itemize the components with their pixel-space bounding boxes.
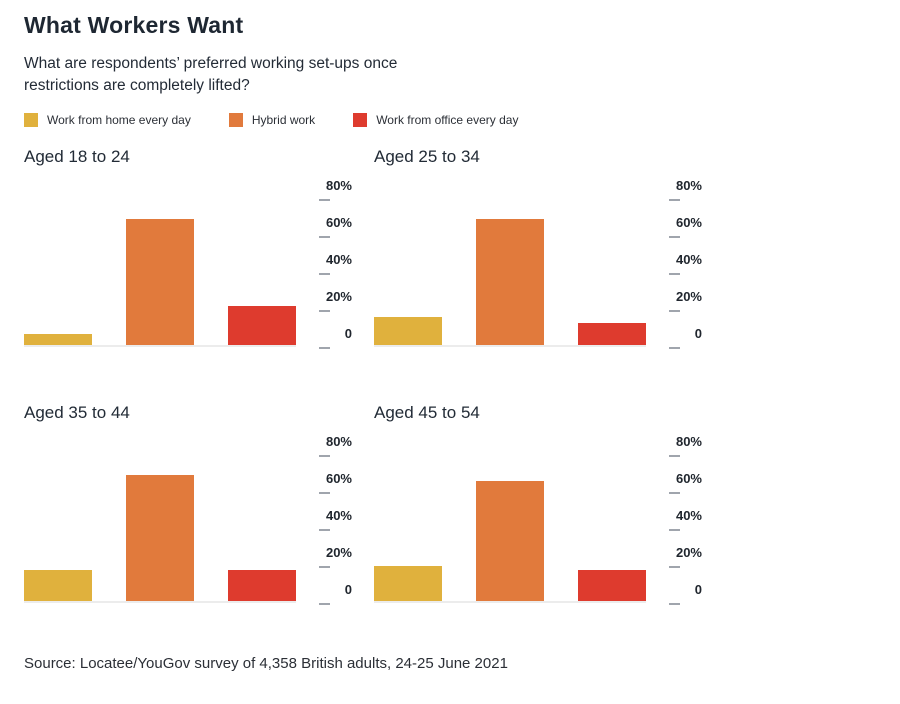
bar-work-from-office-every-day bbox=[228, 306, 296, 345]
bars-area bbox=[24, 177, 296, 347]
y-tick-dash bbox=[319, 236, 330, 238]
plot-area: 80% 60% 40% 20% 0 bbox=[374, 177, 702, 349]
chart-aged-25-to-34: Aged 25 to 34 80% 60% 40% 20% 0 bbox=[374, 147, 702, 349]
y-tick-label: 60% bbox=[675, 471, 702, 486]
bar-hybrid-work bbox=[476, 481, 544, 601]
bar-work-from-home-every-day bbox=[24, 570, 92, 601]
plot-area: 80% 60% 40% 20% 0 bbox=[24, 433, 352, 605]
y-tick-label: 40% bbox=[325, 508, 352, 523]
y-tick-label: 80% bbox=[325, 178, 352, 193]
bar-work-from-office-every-day bbox=[578, 570, 646, 601]
bars-area bbox=[374, 177, 646, 347]
legend-swatch-orange bbox=[228, 113, 243, 127]
chart-title: Aged 18 to 24 bbox=[24, 147, 130, 166]
legend-label: Work from home every day bbox=[47, 113, 191, 127]
chart-title: Aged 35 to 44 bbox=[24, 403, 130, 422]
legend-item-work-from-home: Work from home every day bbox=[24, 113, 191, 127]
y-tick-label: 20% bbox=[675, 289, 702, 304]
y-axis: 80% 60% 40% 20% 0 bbox=[304, 433, 352, 605]
y-tick-dash bbox=[669, 529, 680, 531]
y-tick-label: 60% bbox=[325, 471, 352, 486]
chart-title: Aged 45 to 54 bbox=[374, 403, 480, 422]
y-tick-label: 0 bbox=[344, 582, 352, 597]
chart-legend: Work from home every day Hybrid work Wor… bbox=[24, 113, 876, 127]
y-tick-label: 40% bbox=[675, 252, 702, 267]
y-tick-dash bbox=[669, 347, 680, 349]
y-tick-label: 20% bbox=[675, 545, 702, 560]
y-tick-label: 0 bbox=[344, 326, 352, 341]
legend-swatch-yellow bbox=[24, 113, 38, 127]
legend-label: Work from office every day bbox=[376, 113, 519, 127]
y-tick-label: 80% bbox=[675, 434, 702, 449]
y-tick-dash bbox=[319, 199, 330, 201]
y-axis: 80% 60% 40% 20% 0 bbox=[654, 433, 702, 605]
page-title: What Workers Want bbox=[24, 12, 244, 38]
bar-work-from-office-every-day bbox=[578, 323, 646, 345]
y-tick-dash bbox=[319, 492, 330, 494]
page-subtitle: What are respondents’ preferred working … bbox=[24, 55, 398, 94]
y-tick-dash bbox=[669, 603, 680, 605]
y-tick-label: 40% bbox=[675, 508, 702, 523]
y-tick-label: 60% bbox=[675, 215, 702, 230]
legend-swatch-red bbox=[353, 113, 368, 127]
bar-work-from-home-every-day bbox=[374, 317, 442, 345]
y-tick-dash bbox=[319, 310, 330, 312]
chart-aged-45-to-54: Aged 45 to 54 80% 60% 40% 20% 0 bbox=[374, 403, 702, 605]
y-tick-label: 20% bbox=[325, 289, 352, 304]
source-line: Source: Locatee/YouGov survey of 4,358 B… bbox=[24, 655, 508, 672]
y-tick-dash bbox=[319, 273, 330, 275]
y-tick-label: 60% bbox=[325, 215, 352, 230]
y-tick-dash bbox=[319, 455, 330, 457]
bars-area bbox=[374, 433, 646, 603]
bar-hybrid-work bbox=[126, 475, 194, 601]
bar-work-from-home-every-day bbox=[24, 334, 92, 345]
bar-hybrid-work bbox=[126, 219, 194, 345]
y-tick-label: 0 bbox=[694, 582, 702, 597]
y-tick-dash bbox=[669, 199, 680, 201]
y-tick-dash bbox=[669, 236, 680, 238]
bar-hybrid-work bbox=[476, 219, 544, 345]
y-tick-label: 40% bbox=[325, 252, 352, 267]
plot-area: 80% 60% 40% 20% 0 bbox=[374, 433, 702, 605]
legend-item-work-from-office: Work from office every day bbox=[353, 113, 518, 127]
chart-title: Aged 25 to 34 bbox=[374, 147, 480, 166]
y-tick-label: 80% bbox=[325, 434, 352, 449]
y-tick-label: 0 bbox=[694, 326, 702, 341]
y-tick-dash bbox=[319, 566, 330, 568]
y-tick-dash bbox=[669, 273, 680, 275]
chart-grid: Aged 18 to 24 80% 60% 40% 20% 0 Aged 25 to 3… bbox=[24, 147, 876, 605]
bar-work-from-home-every-day bbox=[374, 566, 442, 601]
y-tick-dash bbox=[319, 603, 330, 605]
legend-label: Hybrid work bbox=[251, 113, 316, 127]
y-tick-dash bbox=[319, 529, 330, 531]
infographic: What Workers Want What are respondents’ … bbox=[24, 12, 876, 672]
y-tick-dash bbox=[319, 347, 330, 349]
chart-aged-35-to-44: Aged 35 to 44 80% 60% 40% 20% 0 bbox=[24, 403, 352, 605]
y-axis: 80% 60% 40% 20% 0 bbox=[304, 177, 352, 349]
chart-aged-18-to-24: Aged 18 to 24 80% 60% 40% 20% 0 bbox=[24, 147, 352, 349]
bars-area bbox=[24, 433, 296, 603]
y-tick-dash bbox=[669, 455, 680, 457]
y-tick-label: 80% bbox=[675, 178, 702, 193]
y-axis: 80% 60% 40% 20% 0 bbox=[654, 177, 702, 349]
y-tick-label: 20% bbox=[325, 545, 352, 560]
plot-area: 80% 60% 40% 20% 0 bbox=[24, 177, 352, 349]
bar-work-from-office-every-day bbox=[228, 570, 296, 601]
legend-item-hybrid-work: Hybrid work bbox=[228, 113, 316, 127]
y-tick-dash bbox=[669, 310, 680, 312]
y-tick-dash bbox=[669, 566, 680, 568]
y-tick-dash bbox=[669, 492, 680, 494]
